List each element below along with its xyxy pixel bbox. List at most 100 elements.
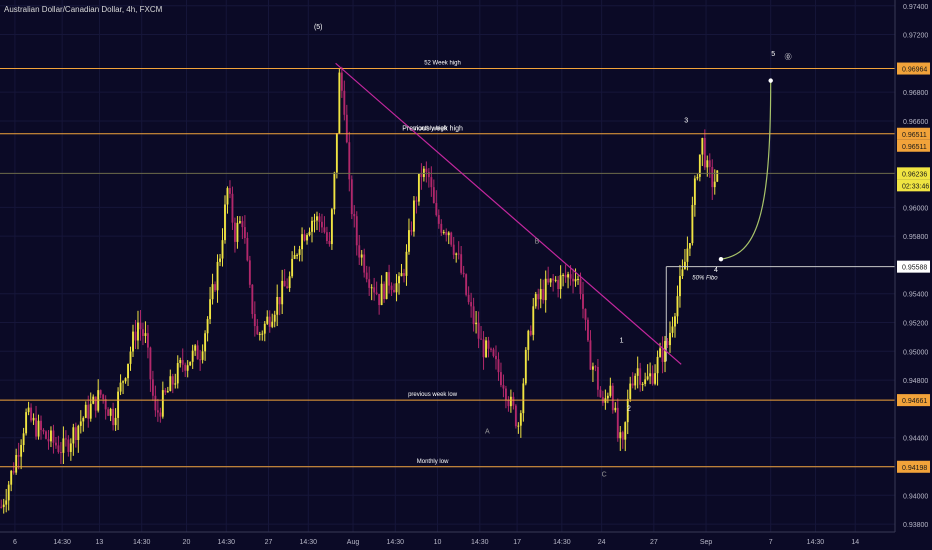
candle-body: [59, 451, 62, 453]
candle-body: [278, 296, 281, 305]
candle-body: [132, 331, 134, 352]
candle-body: [2, 504, 5, 508]
candle-body: [373, 287, 376, 293]
candle-body: [512, 396, 515, 406]
candle-body: [119, 382, 122, 392]
candle-body: [502, 385, 505, 389]
time-tick-label: 27: [650, 539, 658, 546]
candle-body: [15, 455, 18, 473]
wave-label: 5: [771, 51, 775, 58]
candle-body: [534, 294, 537, 307]
wave-label: 3: [684, 117, 688, 124]
candle-body: [654, 373, 657, 384]
candle-body: [355, 216, 358, 246]
candle-body: [196, 345, 199, 360]
candle-body: [64, 438, 67, 440]
candle-body: [211, 284, 214, 300]
time-tick-label: 13: [96, 539, 104, 546]
level-label: monthly high: [413, 126, 447, 132]
candle-body: [67, 439, 70, 452]
candle-body: [445, 231, 448, 236]
candle-body: [609, 385, 612, 396]
price-tick-label: 0.95400: [903, 292, 928, 299]
price-tag-prev-week-high-bg: [897, 139, 930, 152]
candle-body: [333, 172, 336, 210]
candle-body: [221, 240, 224, 259]
candle-body: [452, 244, 455, 255]
candle-body: [273, 314, 276, 322]
candle-body: [529, 330, 532, 335]
candle-body: [256, 326, 259, 335]
candle-body: [544, 278, 547, 301]
candle-body: [686, 248, 689, 262]
candle-body: [532, 306, 535, 335]
candle-body: [385, 272, 388, 300]
candle-body: [189, 361, 192, 366]
time-tick-label: 6: [13, 539, 17, 546]
projection-end-point: [768, 78, 773, 83]
candle-body: [283, 280, 286, 287]
candle-body: [641, 383, 644, 385]
candle-body: [450, 232, 453, 245]
candle-body: [679, 276, 681, 297]
candle-body: [455, 253, 458, 255]
candle-body: [5, 500, 8, 505]
candle-body: [84, 404, 87, 418]
price-tag-prev-week-high: 0.96511: [902, 144, 927, 151]
candle-body: [166, 390, 169, 393]
candle-body: [229, 188, 231, 194]
candle-body: [37, 420, 40, 437]
candle-body: [487, 340, 490, 349]
candle-body: [25, 412, 28, 434]
candle-body: [74, 427, 77, 441]
candle-body: [258, 333, 261, 335]
candle-body: [253, 314, 256, 327]
candle-body: [54, 442, 57, 446]
candle-body: [552, 278, 555, 281]
candle-body: [395, 283, 398, 293]
price-tick-label: 0.95800: [903, 234, 928, 241]
candle-body: [564, 274, 567, 278]
candle-body: [238, 221, 241, 223]
candle-body: [52, 430, 55, 443]
candle-body: [233, 222, 236, 242]
candle-body: [343, 90, 346, 115]
candle-body: [639, 368, 642, 385]
wave-label: 4: [714, 267, 718, 274]
candle-body: [562, 274, 565, 276]
candle-body: [79, 421, 82, 426]
candle-body: [134, 331, 137, 341]
candle-body: [708, 160, 711, 167]
candle-body: [465, 274, 468, 295]
candle-body: [174, 383, 177, 385]
candle-body: [403, 273, 405, 276]
candle-body: [291, 258, 294, 277]
candle-body: [691, 204, 694, 244]
candle-body: [316, 216, 318, 221]
candle-body: [301, 234, 304, 250]
candle-body: [480, 338, 483, 340]
candle-body: [713, 181, 716, 188]
time-tick-label: 14:30: [300, 539, 318, 546]
time-tick-label: 14:30: [387, 539, 405, 546]
candle-body: [375, 292, 378, 294]
candle-body: [582, 294, 584, 309]
candle-body: [537, 294, 540, 300]
candle-body: [574, 279, 577, 282]
candle-body: [159, 412, 162, 417]
candle-body: [363, 254, 366, 273]
candle-body: [32, 417, 35, 421]
candle-body: [358, 245, 361, 258]
candle-body: [104, 399, 107, 410]
candle-body: [27, 407, 30, 413]
candle-body: [656, 356, 659, 374]
candle-body: [328, 241, 331, 245]
candle-body: [224, 204, 226, 241]
candle-body: [619, 432, 622, 439]
candle-body: [591, 366, 594, 370]
candle-body: [124, 378, 127, 382]
candle-body: [661, 348, 664, 362]
candle-body: [440, 223, 443, 233]
candle-body: [127, 363, 129, 379]
candle-body: [243, 227, 246, 238]
